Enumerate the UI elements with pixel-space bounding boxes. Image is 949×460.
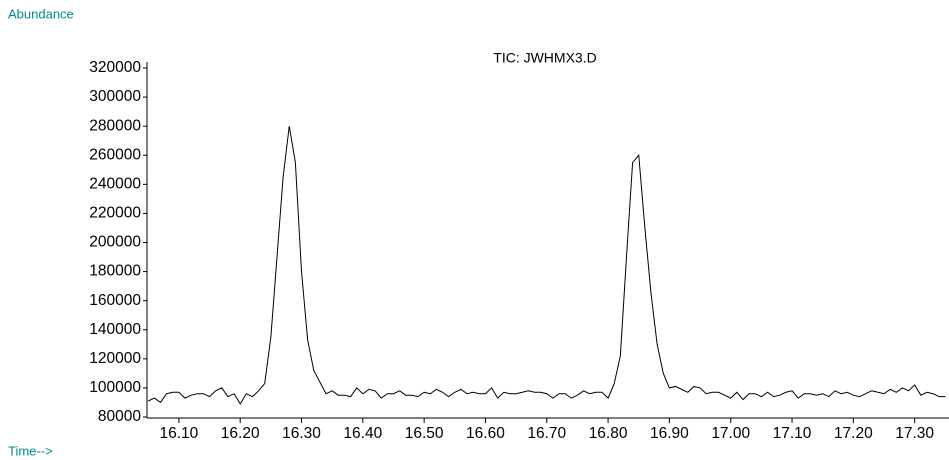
x-tick-label: 16.40 [343,425,382,442]
x-tick-label: 17.10 [773,425,812,442]
data-line [148,126,946,405]
x-tick-label: 17.20 [834,425,873,442]
x-tick-label: 16.30 [282,425,321,442]
y-tick-label: 200000 [89,234,141,251]
y-tick-label: 180000 [89,263,141,280]
x-axis-label: Time--> [8,443,53,458]
y-tick-label: 80000 [98,408,141,425]
x-tick-label: 16.60 [466,425,505,442]
y-tick-label: 240000 [89,175,141,192]
y-tick-label: 220000 [89,205,141,222]
y-tick-label: 100000 [89,379,141,396]
y-tick-label: 160000 [89,292,141,309]
y-axis-label: Abundance [8,6,74,21]
y-tick-label: 120000 [89,350,141,367]
x-tick-label: 17.30 [895,425,934,442]
x-tick-label: 16.80 [589,425,628,442]
chart-title: TIC: JWHMX3.D [493,50,596,66]
x-tick-label: 16.70 [527,425,566,442]
y-tick-label: 280000 [89,117,141,134]
y-tick-label: 140000 [89,321,141,338]
x-tick-label: 16.90 [650,425,689,442]
x-tick-label: 16.50 [405,425,444,442]
x-tick-label: 17.00 [711,425,750,442]
y-tick-label: 260000 [89,146,141,163]
x-tick-label: 16.10 [159,425,198,442]
x-tick-label: 16.20 [221,425,260,442]
y-tick-label: 320000 [89,59,141,76]
y-tick-label: 300000 [89,88,141,105]
